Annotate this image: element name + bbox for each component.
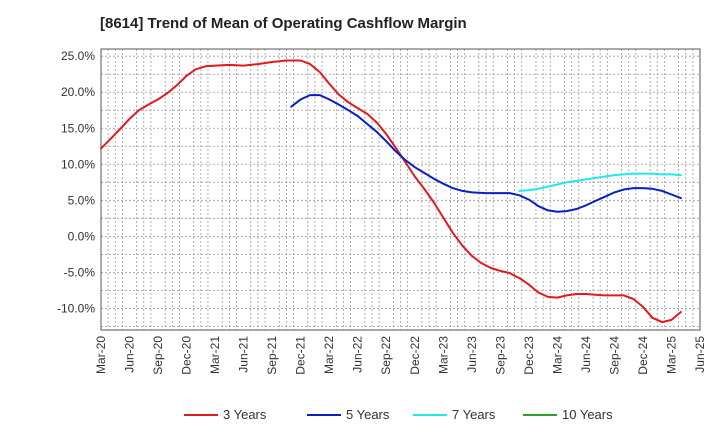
x-tick-label: Jun-20 <box>123 336 137 373</box>
y-tick-label: 25.0% <box>61 49 95 63</box>
legend-label: 7 Years <box>452 407 496 422</box>
x-tick-label: Sep-22 <box>379 336 393 375</box>
x-tick-label: Mar-21 <box>208 336 222 374</box>
series-line-3-years <box>100 59 682 324</box>
plot-border <box>100 48 701 331</box>
x-tick-label: Jun-22 <box>351 336 365 373</box>
y-tick-label: 10.0% <box>61 157 95 171</box>
x-tick-label: Jun-25 <box>693 336 707 373</box>
x-tick-label: Sep-21 <box>265 336 279 375</box>
y-tick-label: 5.0% <box>68 193 96 207</box>
x-tick-label: Sep-24 <box>607 336 621 375</box>
chart-title: [8614] Trend of Mean of Operating Cashfl… <box>100 15 467 32</box>
x-tick-label: Jun-24 <box>579 336 593 373</box>
x-tick-label: Jun-21 <box>237 336 251 373</box>
x-tick-label: Sep-23 <box>493 336 507 375</box>
x-tick-label: Dec-23 <box>522 336 536 375</box>
x-tick-label: Mar-22 <box>322 336 336 374</box>
legend-label: 10 Years <box>562 407 613 422</box>
x-tick-label: Dec-24 <box>636 336 650 375</box>
x-tick-label: Dec-22 <box>408 336 422 375</box>
legend-label: 3 Years <box>223 407 267 422</box>
y-tick-label: 0.0% <box>68 229 96 243</box>
x-tick-label: Mar-20 <box>94 336 108 374</box>
x-tick-label: Sep-20 <box>151 336 165 375</box>
y-tick-label: -10.0% <box>57 301 95 315</box>
series-line-7-years <box>518 172 682 192</box>
x-tick-label: Dec-20 <box>180 336 194 375</box>
x-tick-label: Mar-23 <box>436 336 450 374</box>
y-tick-label: -5.0% <box>64 265 96 279</box>
x-tick-label: Jun-23 <box>465 336 479 373</box>
series-line-5-years <box>290 94 682 213</box>
legend-label: 5 Years <box>346 407 390 422</box>
y-tick-label: 20.0% <box>61 85 95 99</box>
x-tick-label: Mar-25 <box>664 336 678 374</box>
x-tick-label: Mar-24 <box>550 336 564 374</box>
y-tick-label: 15.0% <box>61 121 95 135</box>
x-tick-label: Dec-21 <box>294 336 308 375</box>
